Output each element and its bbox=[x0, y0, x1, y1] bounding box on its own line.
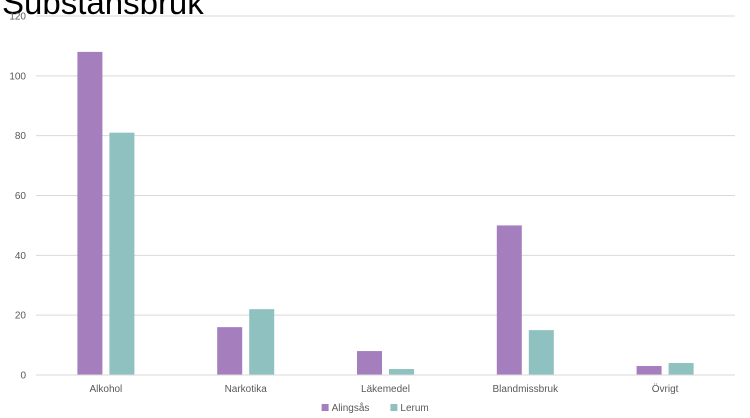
y-tick-label: 0 bbox=[20, 371, 26, 382]
bar-lerum-2 bbox=[389, 369, 414, 375]
legend: Alingsås Lerum bbox=[321, 402, 429, 414]
x-category-label: Alkohol bbox=[89, 384, 122, 395]
bar-lerum-4 bbox=[668, 363, 694, 375]
y-tick-label: 20 bbox=[15, 311, 27, 322]
y-tick-label: 120 bbox=[9, 12, 26, 23]
legend-swatch bbox=[390, 404, 398, 411]
chart-title: Substansbruk bbox=[2, 0, 204, 21]
y-tick-label: 60 bbox=[15, 191, 27, 202]
bars bbox=[77, 51, 694, 376]
legend-swatch bbox=[321, 404, 329, 411]
y-tick-label: 100 bbox=[9, 71, 26, 82]
bar-alings-s-1 bbox=[217, 327, 243, 375]
bar-lerum-1 bbox=[249, 309, 275, 375]
bar-lerum-3 bbox=[528, 330, 554, 375]
x-axis-categories: Alkohol Narkotika Läkemedel Blandmissbruk Öv… bbox=[89, 383, 678, 395]
bar-alings-s-0 bbox=[77, 51, 103, 376]
bar-alings-s-3 bbox=[496, 225, 522, 375]
y-tick-label: 40 bbox=[15, 251, 27, 262]
y-axis-ticks: 0 20 40 60 80 100 120 bbox=[9, 12, 26, 382]
legend-label: Lerum bbox=[400, 403, 428, 414]
y-tick-label: 80 bbox=[15, 131, 27, 142]
gridlines bbox=[36, 15, 735, 316]
x-category-label: Läkemedel bbox=[361, 384, 410, 395]
x-category-label: Narkotika bbox=[225, 384, 268, 395]
x-category-label: Övrigt bbox=[652, 383, 679, 395]
bar-lerum-0 bbox=[109, 132, 135, 375]
bar-alings-s-4 bbox=[636, 366, 662, 375]
x-category-label: Blandmissbruk bbox=[493, 384, 560, 395]
legend-label: Alingsås bbox=[332, 402, 370, 414]
bar-alings-s-2 bbox=[357, 351, 382, 375]
